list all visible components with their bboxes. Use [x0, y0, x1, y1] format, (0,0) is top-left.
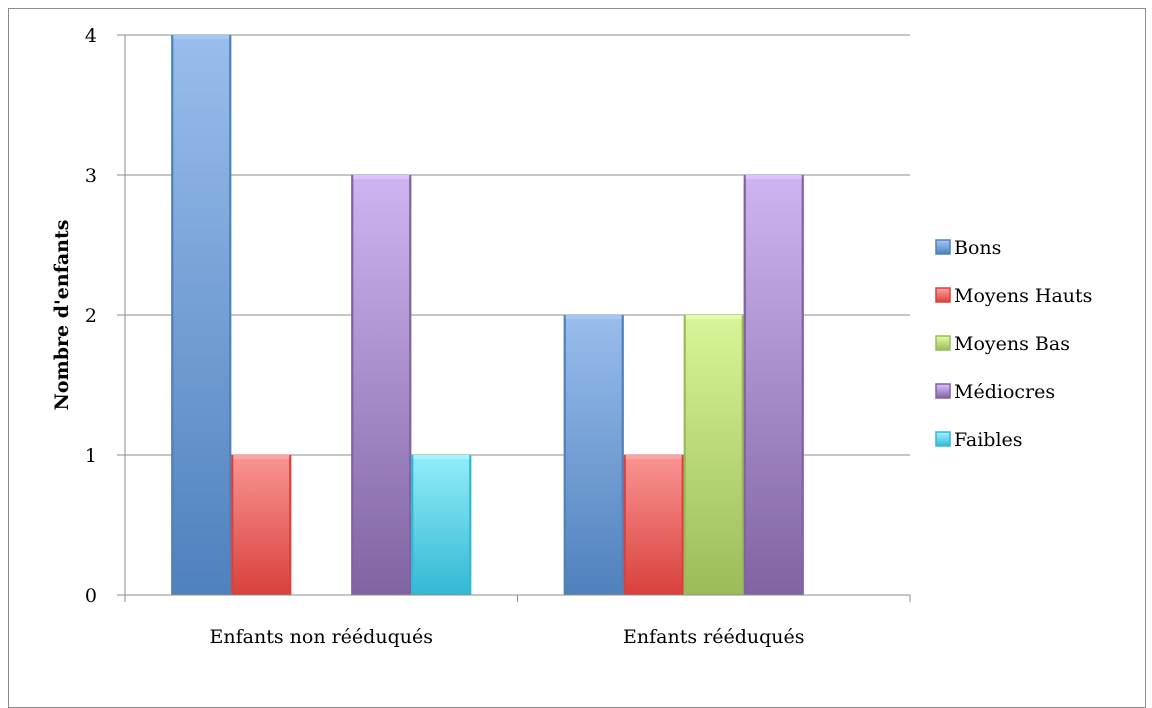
x-category-label: Enfants non rééduqués	[210, 626, 433, 648]
bar-highlight	[413, 455, 470, 595]
legend-item: Moyens Bas	[935, 333, 1070, 355]
legend-label: Moyens Bas	[954, 333, 1070, 355]
x-category-label: Enfants rééduqués	[623, 626, 805, 648]
legend-swatch	[935, 287, 951, 303]
bar-cap	[231, 455, 292, 459]
bar	[623, 455, 684, 595]
bar-cap	[171, 35, 232, 39]
y-tick-label: 3	[85, 165, 97, 187]
bar-highlight	[353, 175, 410, 595]
bar-highlight	[745, 175, 802, 595]
bar	[563, 315, 624, 595]
bar	[231, 455, 292, 595]
bar-cap	[743, 175, 804, 179]
bar-cap	[351, 175, 412, 179]
bar	[683, 315, 744, 595]
bar-highlight	[685, 315, 742, 595]
bar-cap	[683, 315, 744, 319]
y-axis-title: Nombre d'enfants	[51, 220, 73, 411]
y-tick-label: 0	[85, 585, 97, 607]
y-tick-label: 1	[85, 445, 97, 467]
y-tick-label: 2	[85, 305, 97, 327]
bar-cap	[563, 315, 624, 319]
bar-chart: Nombre d'enfants 0 1 2 3 4 Enfants non rééduq…	[51, 25, 1092, 648]
legend-item: Médiocres	[935, 381, 1055, 403]
legend-item: Faibles	[935, 429, 1023, 451]
bar-highlight	[625, 455, 682, 595]
legend-swatch	[935, 383, 951, 399]
legend-swatch	[935, 431, 951, 447]
y-tick-label: 4	[85, 25, 97, 47]
bar	[743, 175, 804, 595]
legend-label: Faibles	[954, 429, 1023, 451]
legend-label: Médiocres	[954, 381, 1055, 403]
legend: Bons Moyens Hauts Moyens Bas Médiocres Faibl…	[935, 237, 1092, 451]
legend-swatch	[935, 239, 951, 255]
bar-highlight	[565, 315, 622, 595]
bar	[351, 175, 412, 595]
legend-item: Bons	[935, 237, 1001, 259]
bar	[171, 35, 232, 595]
bar	[411, 455, 472, 595]
legend-swatch	[935, 335, 951, 351]
bar-cap	[411, 455, 472, 459]
legend-item: Moyens Hauts	[935, 285, 1092, 307]
bar-cap	[623, 455, 684, 459]
bar-highlight	[233, 455, 290, 595]
legend-label: Moyens Hauts	[954, 285, 1092, 307]
legend-label: Bons	[954, 237, 1001, 259]
bar-highlight	[173, 35, 230, 595]
axes: Nombre d'enfants 0 1 2 3 4 Enfants non rééduq…	[51, 25, 911, 648]
bars	[171, 35, 804, 595]
